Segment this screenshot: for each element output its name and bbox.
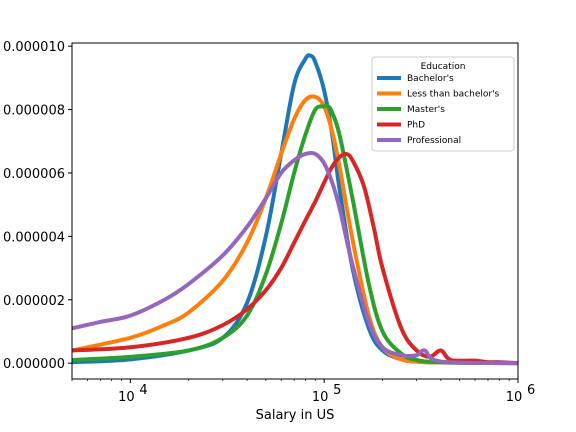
y-tick-label-4: 0.000008 — [3, 104, 65, 119]
x-tick-label-1: 10 — [312, 390, 329, 405]
x-axis-ticks: 10 4 10 5 10 6 — [71, 379, 535, 405]
y-tick-label-5: 0.000010 — [3, 40, 65, 55]
y-tick-label-1: 0.000002 — [3, 294, 65, 309]
series-line-3 — [72, 151, 518, 366]
x-tick-exponent-2: 6 — [527, 383, 535, 398]
x-tick-label-0: 10 — [118, 390, 135, 405]
y-axis-ticks: 0.000000 0.000002 0.000004 0.000006 0.000008… — [3, 40, 72, 372]
legend-label-1: Less than bachelor's — [407, 90, 500, 100]
x-tick-label-2: 10 — [506, 390, 523, 405]
plot-frame — [71, 42, 519, 380]
x-tick-exponent-1: 5 — [333, 383, 341, 398]
legend-label-2: Master's — [407, 105, 445, 115]
x-tick-exponent-0: 4 — [139, 383, 147, 398]
y-tick-label-2: 0.000004 — [3, 230, 65, 245]
legend-items: Bachelor's Less than bachelor's Master's Ph… — [377, 74, 500, 146]
series-line-4 — [72, 150, 518, 366]
legend-label-3: PhD — [407, 121, 425, 131]
legend-label-0: Bachelor's — [407, 74, 454, 84]
series-lines — [72, 53, 518, 366]
series-line-1 — [72, 94, 518, 366]
y-tick-label-0: 0.000000 — [3, 357, 65, 372]
legend-box — [371, 56, 515, 152]
legend-label-4: Professional — [407, 136, 461, 146]
legend: Education Bachelor's Less than bachelor's… — [371, 56, 515, 152]
x-axis-label: Salary in US — [256, 408, 335, 423]
y-tick-label-3: 0.000006 — [3, 167, 65, 182]
legend-title: Education — [421, 62, 466, 72]
plot-area: 10 4 10 5 10 6 0.0000000.0000020.0000040.0000… — [3, 40, 535, 405]
series-line-2 — [72, 103, 518, 366]
